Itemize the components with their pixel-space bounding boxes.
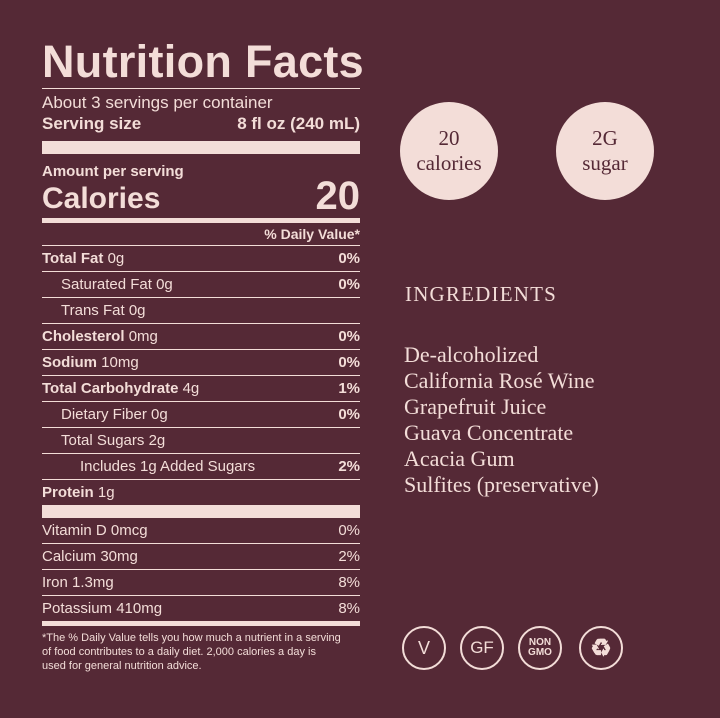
sugar-badge: 2G sugar: [556, 102, 654, 200]
nutrient-label: Sodium: [42, 354, 97, 371]
vitamin-list: Vitamin D 0mcg 0% Calcium 30mg 2% Iron 1.3mg…: [42, 518, 360, 622]
serving-size-value: 8 fl oz (240 mL): [237, 114, 360, 133]
medium-divider: [42, 218, 360, 223]
badge-value: 20: [438, 126, 460, 150]
calories-value: 20: [315, 174, 361, 218]
nutrient-name: Includes 1g Added Sugars: [42, 454, 255, 479]
serving-size-label: Serving size: [42, 114, 142, 133]
calories-label: Calories: [42, 182, 161, 215]
nutrient-dv: 0%: [338, 354, 360, 371]
nutrient-amount: 10mg: [101, 354, 139, 371]
vitamin-name: Iron 1.3mg: [42, 574, 114, 591]
servings-per-container: About 3 servings per container: [42, 93, 273, 112]
nutrient-label: Total Carbohydrate: [42, 380, 179, 397]
vegan-icon: V: [402, 626, 446, 670]
badge-label: sugar: [582, 151, 628, 175]
calories-badge: 20 calories: [400, 102, 498, 200]
nutrient-row: Sodium 10mg 0%: [42, 350, 360, 376]
nutrient-dv: 0%: [338, 276, 360, 293]
nutrient-amount: 0mg: [128, 328, 158, 345]
nutrient-name: Protein 1g: [42, 480, 115, 505]
vitamin-row: Vitamin D 0mcg 0%: [42, 518, 360, 544]
nutrient-row: Saturated Fat 0g 0%: [42, 272, 360, 298]
nutrient-dv: 2%: [338, 458, 360, 475]
nutrient-row: Dietary Fiber 0g 0%: [42, 402, 360, 428]
nutrient-row: Protein 1g: [42, 480, 360, 505]
ingredients-heading: INGREDIENTS: [405, 282, 558, 306]
daily-value-header: % Daily Value*: [42, 223, 360, 246]
vitamin-name: Calcium 30mg: [42, 548, 138, 565]
nutrient-row: Total Fat 0g 0%: [42, 246, 360, 272]
ingredient-item: Acacia Gum: [404, 446, 515, 471]
nutrient-row: Total Carbohydrate 4g 1%: [42, 376, 360, 402]
nutrient-label: Total Fat: [42, 250, 104, 267]
serving-size: Serving size 8 fl oz (240 mL): [42, 113, 360, 134]
badge-label: calories: [416, 151, 482, 175]
ingredients-list: De-alcoholized California Rosé Wine Grapef…: [404, 342, 599, 498]
nutrient-amount: 2g: [148, 432, 166, 449]
nutrient-label: Trans Fat: [61, 302, 125, 319]
nutrient-name: Total Carbohydrate 4g: [42, 376, 199, 401]
amount-per-serving: Amount per serving: [42, 163, 184, 180]
ingredient-item: Grapefruit Juice: [404, 394, 547, 419]
nutrient-label: Total Sugars: [61, 432, 145, 449]
daily-value-header-text: % Daily Value*: [264, 226, 360, 242]
vitamin-row: Calcium 30mg 2%: [42, 544, 360, 570]
divider: [42, 88, 360, 89]
vitamin-name: Vitamin D 0mcg: [42, 522, 148, 539]
vitamin-dv: 8%: [338, 574, 360, 591]
thick-divider: [42, 505, 360, 518]
vitamin-name: Potassium 410mg: [42, 600, 163, 617]
nutrition-title: Nutrition Facts: [42, 36, 365, 87]
recycle-icon: ♻: [579, 626, 623, 670]
ingredient-item: California Rosé Wine: [404, 368, 595, 393]
nutrient-name: Saturated Fat 0g: [42, 272, 173, 297]
vitamin-dv: 2%: [338, 548, 360, 565]
nutrient-label: Protein: [42, 484, 94, 501]
gluten-free-icon: GF: [460, 626, 504, 670]
ingredient-item: Guava Concentrate: [404, 420, 574, 445]
nutrient-label: Dietary Fiber: [61, 406, 147, 423]
calories-row: Calories 20: [42, 176, 360, 216]
badge-value: 2G: [592, 126, 618, 150]
nutrient-row: Includes 1g Added Sugars 2%: [42, 454, 360, 480]
nutrient-label: Includes 1g Added Sugars: [80, 458, 256, 475]
nutrient-name: Cholesterol 0mg: [42, 324, 158, 349]
nutrition-facts-panel: Nutrition Facts About 3 servings per con…: [42, 36, 365, 673]
nutrient-amount: 0g: [156, 276, 173, 293]
nutrient-row: Cholesterol 0mg 0%: [42, 324, 360, 350]
nutrient-amount: 0g: [107, 250, 125, 267]
nutrient-list: Total Fat 0g 0% Saturated Fat 0g 0% Trans Fa…: [42, 246, 360, 505]
vitamin-dv: 0%: [338, 522, 360, 539]
nutrient-name: Trans Fat 0g: [42, 298, 146, 323]
nutrient-amount: 1g: [97, 484, 115, 501]
non-gmo-icon: NON GMO: [518, 626, 562, 670]
nutrient-name: Sodium 10mg: [42, 350, 139, 375]
ingredient-item: Sulfites (preservative): [404, 472, 599, 497]
nutrient-name: Total Fat 0g: [42, 246, 124, 271]
footnote: *The % Daily Value tells you how much a …: [42, 632, 341, 672]
nutrient-amount: 4g: [182, 380, 200, 397]
nutrient-label: Cholesterol: [42, 328, 125, 345]
nutrient-dv: 0%: [338, 406, 360, 423]
nutrient-row: Trans Fat 0g: [42, 298, 360, 324]
vitamin-dv: 8%: [338, 600, 360, 617]
nutrient-dv: 0%: [338, 250, 360, 267]
vitamin-row: Potassium 410mg 8%: [42, 596, 360, 622]
nutrient-name: Total Sugars 2g: [42, 428, 165, 453]
nutrient-label: Saturated Fat: [61, 276, 152, 293]
nutrient-dv: 0%: [338, 328, 360, 345]
nutrient-dv: 1%: [338, 380, 360, 397]
ingredient-item: De-alcoholized: [404, 342, 539, 367]
thick-divider: [42, 141, 360, 154]
nutrient-amount: 0g: [128, 302, 146, 319]
nutrient-name: Dietary Fiber 0g: [42, 402, 168, 427]
nutrient-amount: 0g: [151, 406, 168, 423]
medium-divider: [42, 621, 360, 626]
nutrient-row: Total Sugars 2g: [42, 428, 360, 454]
vitamin-row: Iron 1.3mg 8%: [42, 570, 360, 596]
